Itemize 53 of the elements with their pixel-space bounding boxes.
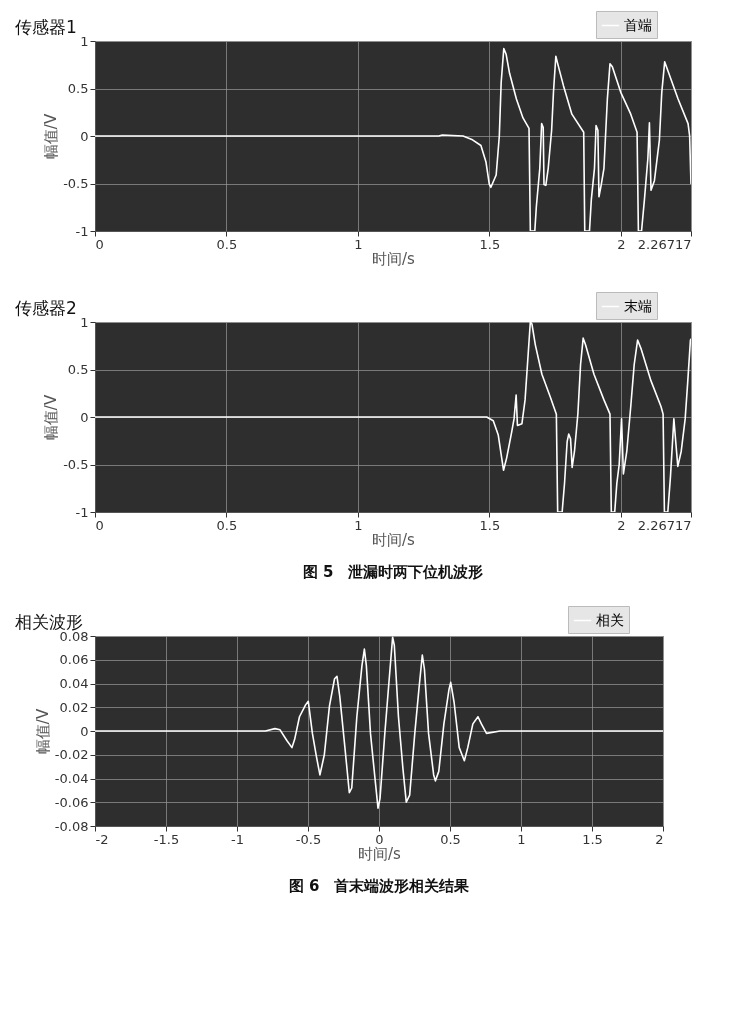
y-tick-label: -0.06 [54,794,89,810]
y-tick-label: 0.5 [67,362,89,377]
x-tick-label: 0.5 [216,236,238,252]
legend-label: 首端 [624,16,652,33]
caption: 图 6 首末端波形相关结果 [288,877,471,895]
x-axis-title: 时间/s [358,844,402,863]
y-tick-label: 0.06 [59,652,89,668]
y-axis-title: 幅值/V [33,708,52,755]
y-tick-label: 0 [80,128,89,144]
x-tick-label: -0.5 [295,831,322,847]
x-tick-label: 2 [617,236,626,252]
caption: 图 5 泄漏时两下位机波形 [302,563,484,581]
y-tick-label: -0.08 [54,818,89,834]
chart-title: 传感器1 [15,16,77,37]
x-tick-label: 2 [617,517,626,533]
x-tick-label: 0 [375,831,384,847]
x-tick-label: -2 [95,831,109,847]
y-tick-label: 0.5 [67,81,89,96]
y-tick-label: -0.5 [63,457,89,472]
x-tick-label: 0 [95,236,104,252]
x-tick-label: 2.26717 [637,517,692,533]
x-tick-label: -1.5 [153,831,180,847]
x-tick-label: 0.5 [440,831,461,847]
line-series [95,322,691,512]
x-tick-label: 0.5 [216,517,238,533]
x-tick-label: 1.5 [582,831,603,847]
legend-label: 相关 [596,611,624,628]
x-tick-label: 1 [354,236,363,252]
x-tick-label: 1 [517,831,526,847]
y-tick-label: 0.04 [59,676,89,691]
y-tick-label: 1 [80,314,89,330]
x-tick-label: 1 [354,517,363,533]
x-tick-label: -1 [231,831,244,847]
y-tick-label: -0.02 [54,747,89,763]
x-tick-label: 2 [655,831,664,847]
y-tick-label: -1 [75,504,89,520]
x-tick-label: 1.5 [479,236,501,252]
chart-title: 传感器2 [15,297,77,318]
y-tick-label: -0.04 [54,771,89,786]
x-axis-title: 时间/s [372,530,416,549]
legend-label: 末端 [624,297,652,314]
y-axis-title: 幅值/V [42,113,61,160]
y-tick-label: 0 [80,723,89,739]
y-tick-label: -1 [75,223,89,239]
y-tick-label: 0.02 [59,699,89,715]
x-tick-label: 1.5 [479,517,501,533]
x-tick-label: 0 [95,517,104,533]
x-axis-title: 时间/s [372,249,416,268]
y-tick-label: 1 [80,33,89,49]
x-tick-label: 2.26717 [637,236,692,252]
y-axis-title: 幅值/V [42,394,61,441]
y-tick-label: -0.5 [63,176,89,191]
y-tick-label: 0 [80,409,89,425]
